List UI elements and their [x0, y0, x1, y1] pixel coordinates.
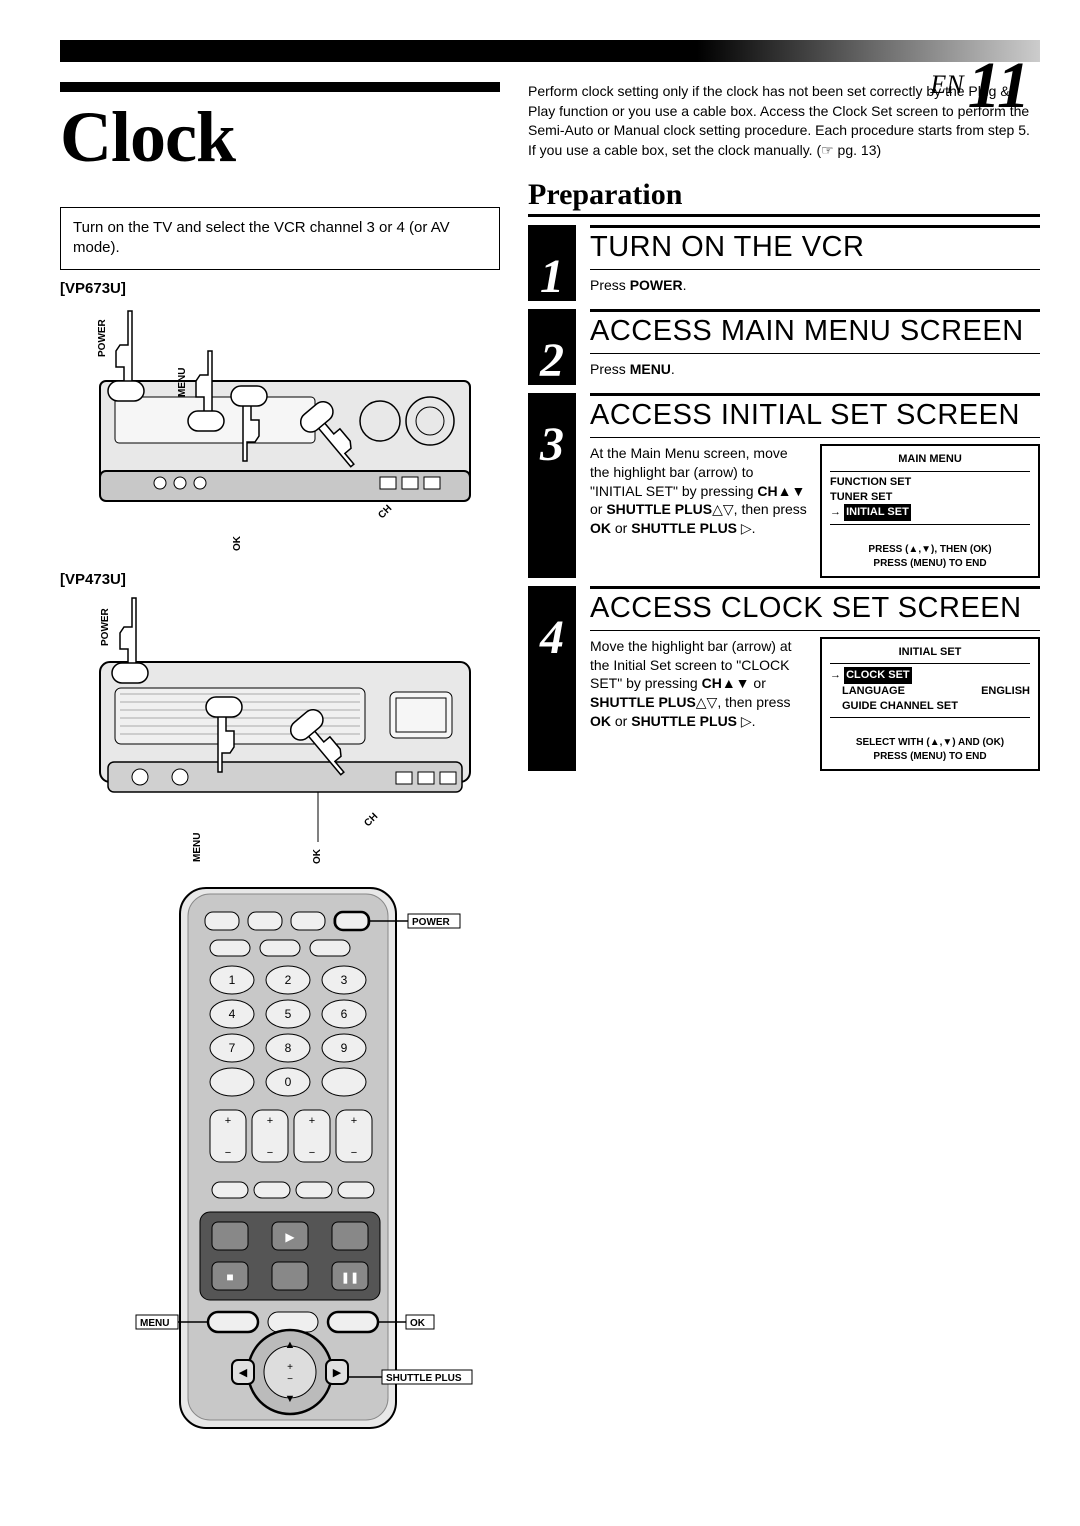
osd-footer: PRESS (▲,▼), THEN (OK): [830, 543, 1030, 557]
preparation-heading: Preparation: [528, 178, 1040, 217]
svg-text:0: 0: [285, 1075, 292, 1089]
step-title: ACCESS INITIAL SET SCREEN: [590, 393, 1040, 437]
svg-text:8: 8: [285, 1041, 292, 1055]
callout-power: POWER: [412, 917, 451, 928]
hand-pointer-icon: [108, 311, 144, 401]
callout-ok: OK: [312, 848, 323, 864]
step-text: At the Main Menu screen, move the highli…: [590, 444, 808, 578]
svg-text:◀: ◀: [239, 1367, 248, 1379]
model-label-2: [VP473U]: [60, 571, 500, 588]
page-title: Clock: [60, 82, 500, 179]
svg-text:+: +: [225, 1115, 231, 1127]
svg-text:▲: ▲: [285, 1339, 296, 1351]
osd-main-menu: MAIN MENU FUNCTION SET TUNER SET → INITI…: [820, 444, 1040, 578]
callout-menu: MENU: [192, 832, 203, 861]
svg-text:5: 5: [285, 1007, 292, 1021]
step-text: Move the highlight bar (arrow) at the In…: [590, 637, 808, 771]
svg-text:▶: ▶: [333, 1367, 342, 1379]
page-num: 11: [968, 49, 1030, 122]
svg-text:−: −: [267, 1147, 273, 1159]
callout-power: POWER: [97, 318, 108, 357]
svg-text:1: 1: [229, 973, 236, 987]
svg-text:−: −: [351, 1147, 357, 1159]
callout-menu: MENU: [140, 1318, 169, 1329]
callout-menu: MENU: [177, 367, 188, 396]
svg-text:❚❚: ❚❚: [341, 1272, 359, 1284]
osd-item: GUIDE CHANNEL SET: [830, 699, 1030, 714]
svg-text:▼: ▼: [285, 1393, 296, 1405]
svg-text:−: −: [309, 1147, 315, 1159]
hand-pointer-icon: [112, 598, 148, 683]
callout-ok: OK: [232, 535, 243, 551]
vcr-illustration-2: POWER MENU CH OK: [60, 592, 500, 872]
svg-text:3: 3: [341, 973, 348, 987]
svg-text:■: ■: [226, 1270, 233, 1284]
step-number: 1: [528, 225, 576, 301]
osd-footer: PRESS (MENU) TO END: [830, 557, 1030, 571]
step-title: ACCESS CLOCK SET SCREEN: [590, 586, 1040, 630]
intro-box: Turn on the TV and select the VCR channe…: [60, 207, 500, 270]
svg-text:2: 2: [285, 973, 292, 987]
osd-item-selected: → INITIAL SET: [830, 504, 1030, 521]
step-title: TURN ON THE VCR: [590, 225, 1040, 269]
step-4: 4 ACCESS CLOCK SET SCREEN Move the highl…: [528, 586, 1040, 771]
svg-text:▶: ▶: [285, 1230, 295, 1244]
header-gradient-bar: [60, 40, 1040, 62]
svg-text:−: −: [287, 1374, 293, 1385]
svg-text:+: +: [351, 1115, 357, 1127]
svg-text:−: −: [225, 1147, 231, 1159]
step-text: Press POWER.: [590, 276, 1040, 295]
callout-ch: CH: [362, 811, 380, 829]
osd-footer: PRESS (MENU) TO END: [830, 750, 1030, 764]
step-2: 2 ACCESS MAIN MENU SCREEN Press MENU.: [528, 309, 1040, 385]
step-number: 4: [528, 586, 576, 771]
vcr-illustration-1: POWER MENU OK CH: [60, 301, 500, 561]
osd-title: MAIN MENU: [830, 452, 1030, 467]
callout-shuttle: SHUTTLE PLUS: [386, 1373, 462, 1384]
osd-title: INITIAL SET: [830, 645, 1030, 660]
step-3: 3 ACCESS INITIAL SET SCREEN At the Main …: [528, 393, 1040, 578]
osd-item: FUNCTION SET: [830, 475, 1030, 490]
remote-illustration: POWER 1 2 3 4 5 6 7 8 9 0: [60, 882, 500, 1442]
page-number: EN 11: [930, 48, 1030, 124]
osd-item: LANGUAGE ENGLISH: [830, 684, 1030, 699]
svg-text:+: +: [287, 1362, 293, 1373]
step-1: 1 TURN ON THE VCR Press POWER.: [528, 225, 1040, 301]
model-label-1: [VP673U]: [60, 280, 500, 297]
page-lang: EN: [930, 70, 963, 99]
osd-item-selected: → CLOCK SET: [830, 667, 1030, 684]
callout-ok: OK: [410, 1318, 426, 1329]
osd-item: TUNER SET: [830, 490, 1030, 505]
svg-text:4: 4: [229, 1007, 236, 1021]
callout-ch: CH: [376, 503, 394, 521]
step-text: Press MENU.: [590, 360, 1040, 379]
svg-text:+: +: [267, 1115, 273, 1127]
svg-text:6: 6: [341, 1007, 348, 1021]
step-number: 2: [528, 309, 576, 385]
svg-text:9: 9: [341, 1041, 348, 1055]
step-title: ACCESS MAIN MENU SCREEN: [590, 309, 1040, 353]
svg-text:+: +: [309, 1115, 315, 1127]
osd-initial-set: INITIAL SET → CLOCK SET LANGUAGE ENGLISH…: [820, 637, 1040, 771]
step-number: 3: [528, 393, 576, 578]
svg-text:7: 7: [229, 1041, 236, 1055]
callout-power: POWER: [100, 607, 111, 646]
osd-footer: SELECT WITH (▲,▼) AND (OK): [830, 736, 1030, 750]
